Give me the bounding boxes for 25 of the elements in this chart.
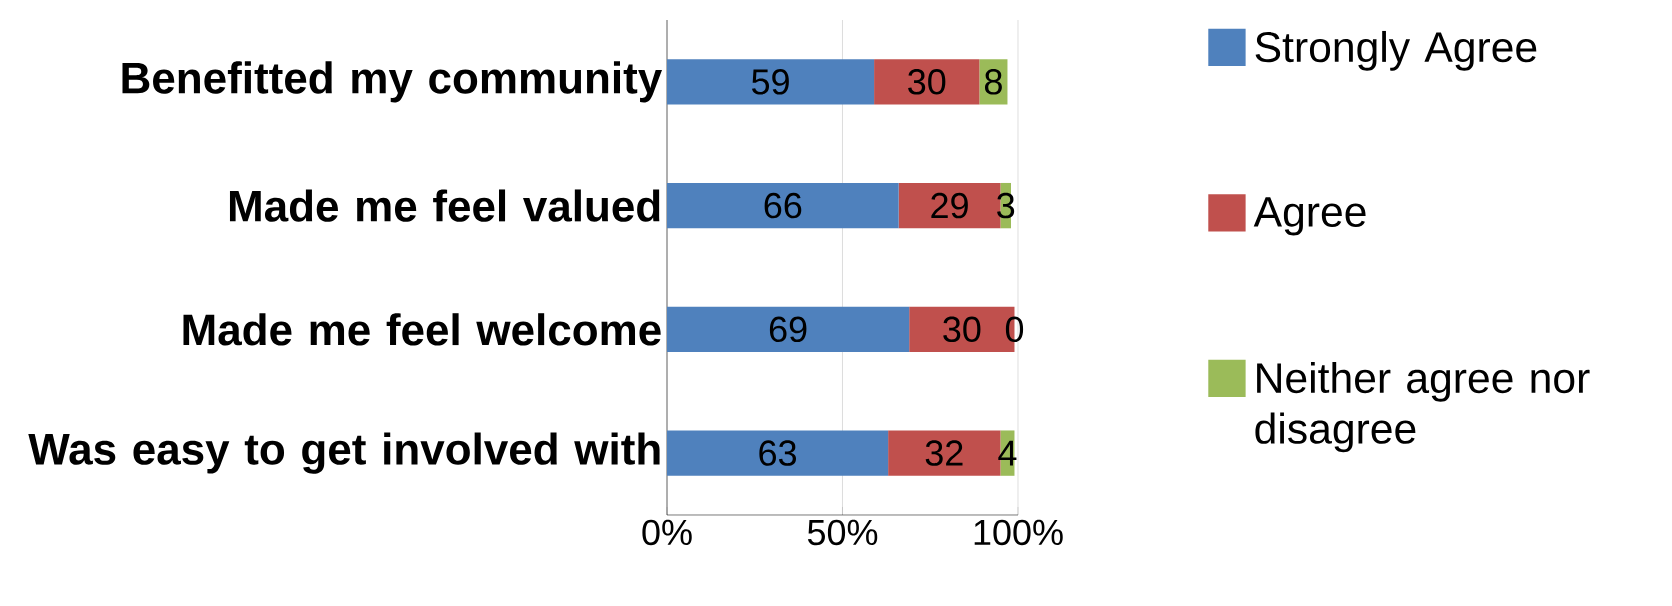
data-label: 29 xyxy=(931,192,968,219)
y-tick-label: Made me feel valued xyxy=(229,189,660,222)
y-tick-label: Benefitted my community xyxy=(122,61,663,103)
bar xyxy=(667,182,899,229)
bar xyxy=(667,59,875,105)
data-label: 0 xyxy=(1005,316,1024,343)
bar xyxy=(874,59,980,105)
y-tick-label: Made me feel welcome xyxy=(183,313,661,346)
x-tick-label: 100% xyxy=(974,519,1063,546)
x-tick-label: 0% xyxy=(642,519,692,546)
legend-label: Agree xyxy=(1253,197,1366,236)
data-label: 32 xyxy=(925,440,963,466)
y-tick-label: Was easy to get involved with xyxy=(28,432,660,474)
data-label: 30 xyxy=(908,69,946,95)
data-label: 8 xyxy=(984,69,1002,95)
legend-label: Neither agree nor disagree xyxy=(1255,361,1590,453)
data-label: 63 xyxy=(759,440,797,466)
data-label: 66 xyxy=(764,192,802,219)
data-label: 69 xyxy=(769,316,807,343)
data-label: 30 xyxy=(943,316,981,343)
legend-label: Strongly Agree xyxy=(1255,30,1537,71)
bar xyxy=(667,430,889,476)
bar xyxy=(667,306,910,353)
x-tick-label: 50% xyxy=(807,519,878,546)
data-label: 59 xyxy=(751,69,789,95)
